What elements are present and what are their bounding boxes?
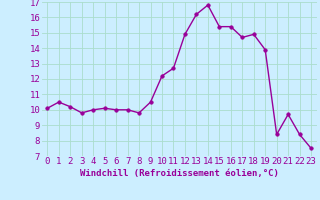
X-axis label: Windchill (Refroidissement éolien,°C): Windchill (Refroidissement éolien,°C) — [80, 169, 279, 178]
